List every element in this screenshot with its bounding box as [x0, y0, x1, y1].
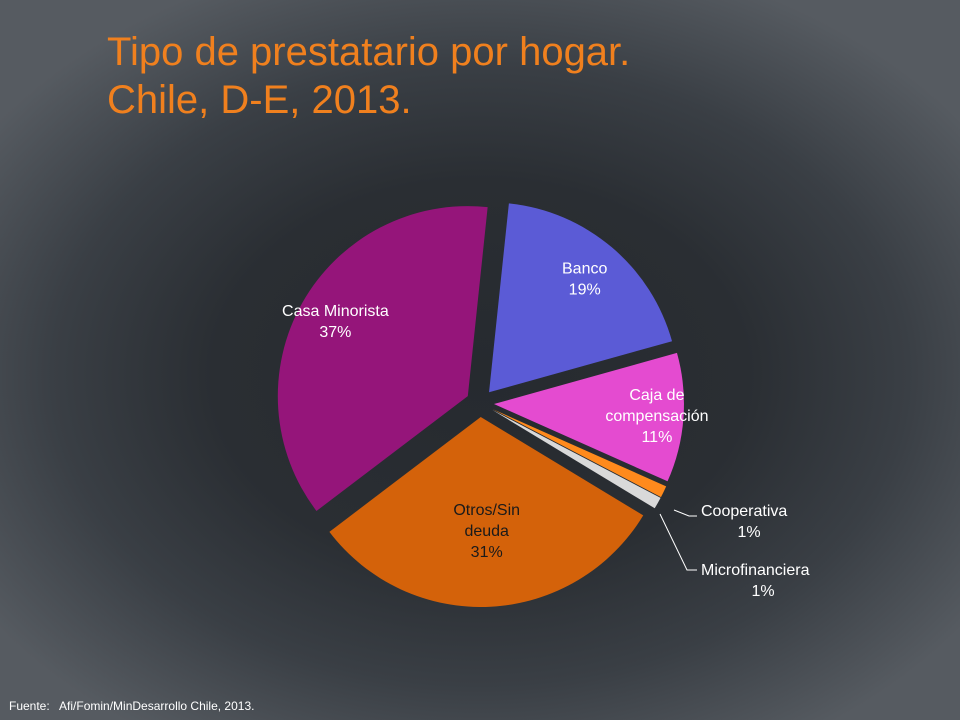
data-label-line: 19%: [569, 282, 601, 299]
data-label-line: 11%: [641, 429, 672, 446]
data-label-banco: Banco 19%: [562, 261, 607, 299]
chart-title-line-2: Chile, D-E, 2013.: [107, 78, 412, 122]
data-label-line: deuda: [464, 523, 509, 540]
data-label-line: 1%: [737, 524, 760, 541]
pie-slice-microfinanciera: [492, 409, 661, 509]
data-label-cooperativa: Cooperativa 1%: [701, 503, 787, 541]
data-label-line: 37%: [319, 324, 351, 341]
data-label-otros-sin-deuda: Otros/Sin deuda 31%: [453, 502, 520, 561]
pie-slice-cooperativa: [492, 409, 667, 498]
source-label: Fuente:: [9, 699, 50, 713]
data-label-line: compensación: [605, 408, 708, 425]
pie-slice-casa-minorista: [277, 206, 488, 512]
data-label-line: Caja de: [629, 387, 684, 404]
data-label-line: 1%: [751, 583, 774, 600]
leader-line-microfinanciera: [659, 513, 697, 571]
pie-slice-otros-sin-deuda: [329, 416, 644, 607]
data-label-caja-de-compensacion: Caja de compensación 11%: [605, 387, 708, 446]
pie-slice-caja-de-compensacion: [493, 352, 684, 482]
pie-slices: [277, 203, 684, 607]
data-label-line: 31%: [471, 544, 503, 561]
source-note: Fuente: Afi/Fomin/MinDesarrollo Chile, 2…: [9, 699, 254, 713]
pie-slice-banco: [489, 203, 673, 393]
data-label-line: Otros/Sin: [453, 502, 520, 519]
leader-lines: [659, 509, 697, 571]
leader-line-cooperativa: [673, 509, 697, 517]
data-label-line: Casa Minorista: [282, 303, 389, 320]
data-labels: Banco 19% Caja de compensación 11% Cooperativ…: [282, 261, 810, 600]
source-text: Afi/Fomin/MinDesarrollo Chile, 2013.: [59, 699, 255, 713]
data-label-line: Cooperativa: [701, 503, 787, 520]
chart-title: Tipo de prestatario por hogar. Chile, D-…: [107, 28, 867, 124]
data-label-line: Banco: [562, 261, 607, 278]
data-label-line: Microfinanciera: [701, 562, 810, 579]
data-label-microfinanciera: Microfinanciera 1%: [701, 562, 810, 600]
data-label-casa-minorista: Casa Minorista 37%: [282, 303, 389, 341]
chart-title-line-1: Tipo de prestatario por hogar.: [107, 30, 631, 74]
